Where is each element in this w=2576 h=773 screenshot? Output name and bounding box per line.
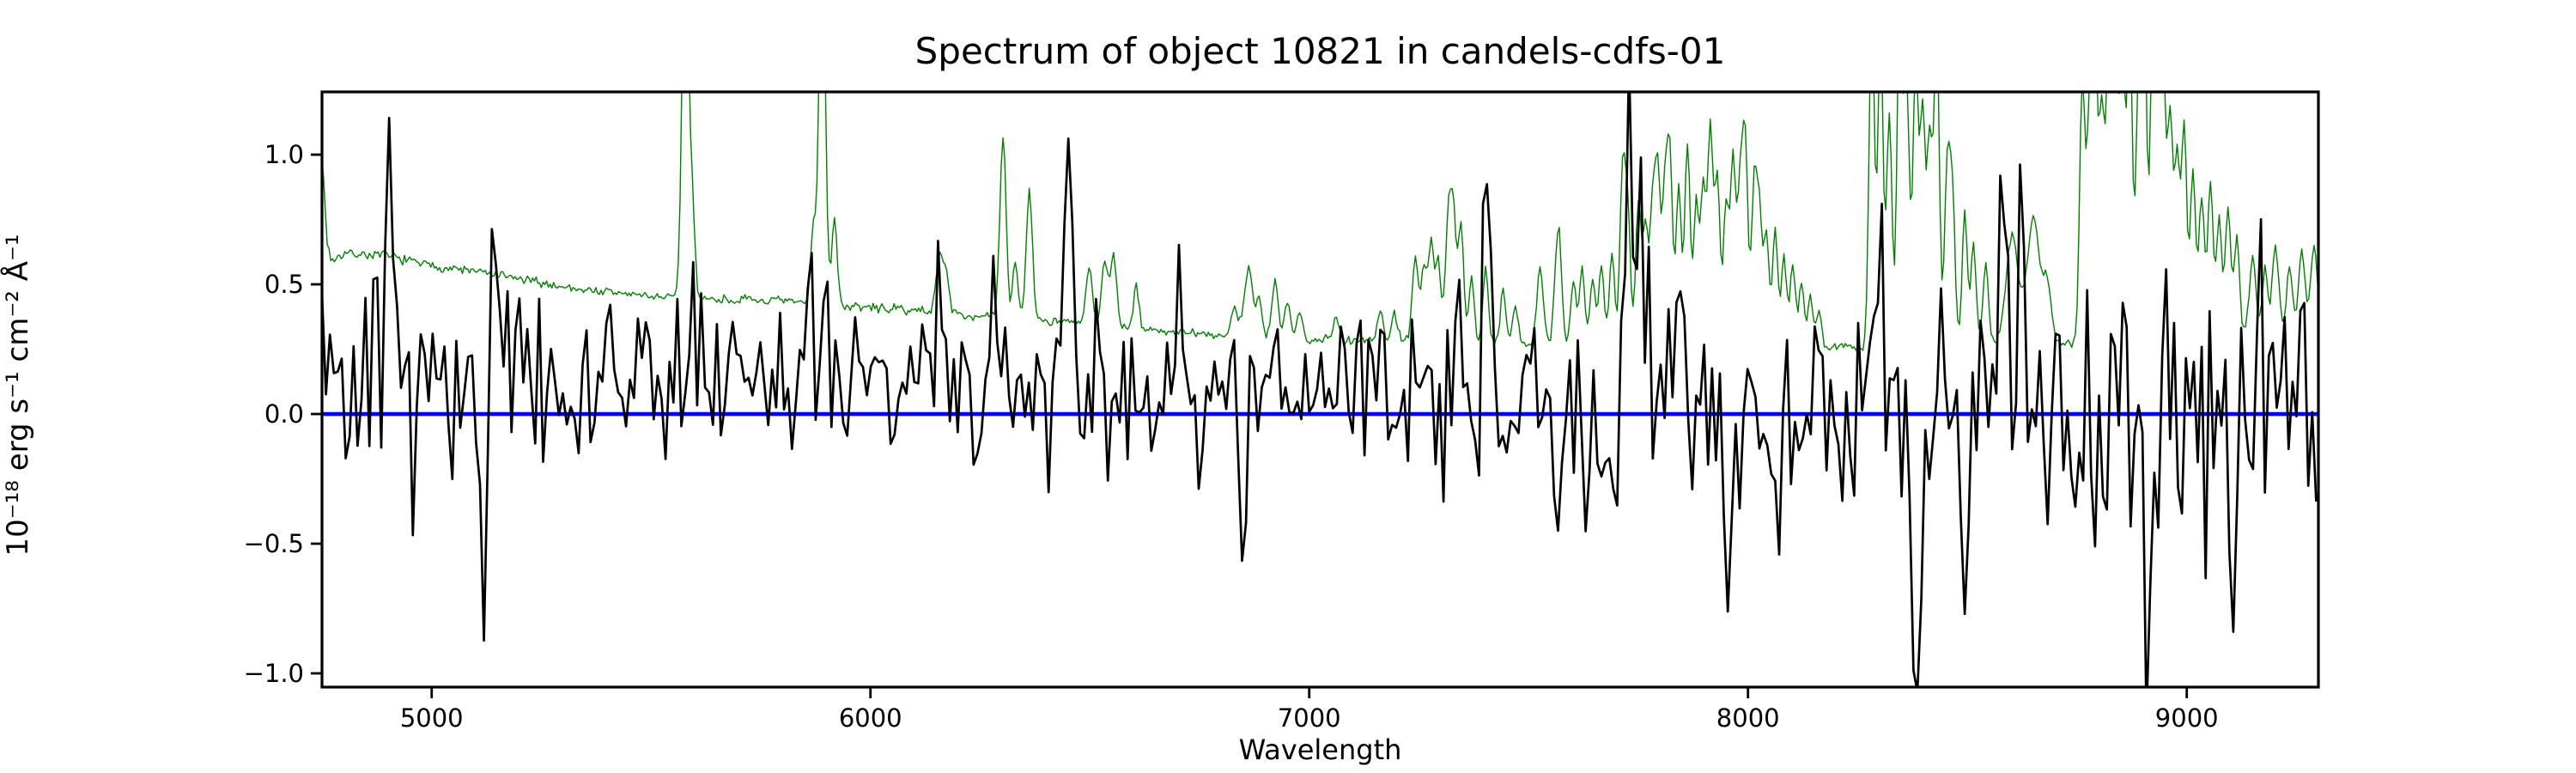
object-flux-line: [322, 92, 2318, 687]
axes-spines: [320, 90, 2320, 689]
y-tick-label: 0.5: [264, 270, 304, 299]
x-tick-label: 7000: [1278, 703, 1341, 733]
x-tick-label: 5000: [400, 703, 464, 733]
x-tick-label: 6000: [839, 703, 902, 733]
x-tick-label: 9000: [2155, 703, 2219, 733]
x-tick-label: 8000: [1716, 703, 1780, 733]
plot-title: Spectrum of object 10821 in candels-cdfs…: [914, 30, 1726, 72]
y-tick-label: 1.0: [264, 140, 304, 169]
y-tick-label: −0.5: [244, 529, 304, 558]
noise-spectrum-line: [322, 92, 2318, 351]
y-tick-label: −1.0: [244, 659, 304, 688]
x-axis-label: Wavelength: [1238, 733, 1402, 766]
y-tick-label: 0.0: [264, 399, 304, 429]
